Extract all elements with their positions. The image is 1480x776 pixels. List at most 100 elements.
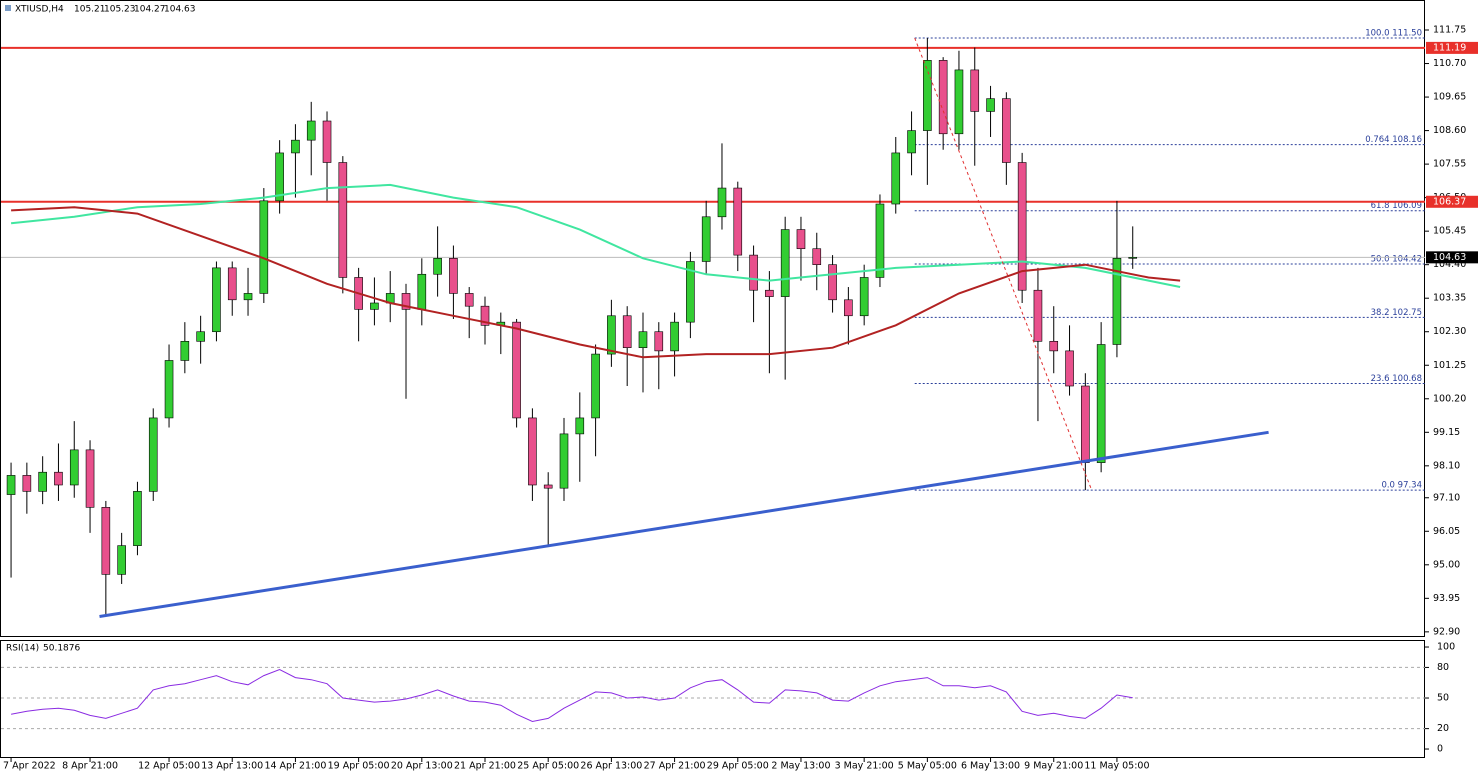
candle-body [954, 69, 964, 135]
rsi-panel-frame [0, 640, 1425, 758]
candle-body [607, 315, 616, 355]
y-tick-label: 97.10 [1433, 492, 1460, 503]
candle-body [38, 471, 47, 492]
y-tick-label: 96.05 [1433, 526, 1460, 537]
candle-body [749, 254, 758, 291]
candle-body [1128, 257, 1138, 259]
rsi-last: 50.1876 [43, 644, 80, 654]
fib-label: 50.0 104.42 [1371, 255, 1422, 265]
candle-body [180, 341, 190, 361]
close-price: 104.63 [164, 5, 196, 15]
x-tick-label: 20 Apr 13:00 [391, 761, 453, 772]
rsi-tick-label: 100 [1437, 642, 1455, 653]
overlay-line [99, 430, 1269, 618]
candle-body [923, 60, 932, 131]
fib-label: 0.0 97.34 [1381, 481, 1422, 491]
rsi-tick-label: 20 [1437, 723, 1449, 734]
candle-body [686, 261, 695, 323]
price-tag [1426, 251, 1478, 264]
fib-label: 61.8 106.09 [1371, 201, 1422, 211]
candle-body [1081, 385, 1090, 463]
candle-body [259, 200, 269, 294]
candle-body [133, 491, 142, 546]
candle-body [464, 293, 474, 307]
candle-body [844, 299, 853, 317]
price-tag-label: 104.63 [1433, 252, 1466, 263]
rsi-tick-label: 50 [1437, 693, 1449, 704]
candle-body [543, 484, 553, 489]
candle-body [512, 321, 521, 419]
y-tick-label: 99.15 [1433, 427, 1460, 438]
candle-body [401, 293, 411, 310]
candle-body [291, 139, 300, 154]
candle-body [701, 216, 711, 262]
x-tick-label: 21 Apr 21:00 [454, 761, 516, 772]
y-tick-label: 108.60 [1433, 125, 1466, 136]
y-tick-label: 105.45 [1433, 226, 1466, 237]
candle-body [970, 69, 980, 112]
candle-body [591, 353, 600, 419]
symbol-icon [5, 5, 11, 11]
candle-body [812, 248, 822, 265]
price-tag-label: 111.19 [1433, 42, 1466, 53]
fib-label: 38.2 102.75 [1371, 308, 1422, 318]
candle-body [164, 360, 174, 419]
candle-body [986, 98, 995, 112]
overlay-line [10, 183, 1181, 288]
candle-body [765, 289, 774, 297]
candle-body [1049, 341, 1059, 352]
rsi-tick-label: 0 [1437, 744, 1443, 755]
y-tick-label: 101.25 [1433, 360, 1466, 371]
y-tick-label: 111.75 [1433, 25, 1466, 36]
rsi-line [11, 668, 1133, 723]
candle-body [275, 152, 284, 202]
candle-body [148, 417, 158, 492]
candle-body [243, 293, 253, 301]
rsi-title: RSI(14) [6, 644, 39, 654]
candle-body [938, 60, 948, 135]
candle-body [1112, 257, 1122, 345]
candle-body [1017, 162, 1027, 291]
overlay-line [914, 37, 1093, 491]
candle-body [85, 449, 95, 508]
y-tick-label: 95.00 [1433, 559, 1460, 570]
candle-body [717, 187, 727, 218]
candle-body [575, 417, 585, 435]
candle-body [891, 152, 901, 205]
candle-body [796, 229, 806, 250]
candle-body [559, 433, 569, 489]
fib-label: 100.0 111.50 [1365, 28, 1422, 38]
x-tick-label: 2 May 13:00 [771, 761, 830, 772]
candle-body [1002, 98, 1011, 163]
candle-body [622, 315, 632, 348]
y-tick-label: 109.65 [1433, 92, 1466, 103]
x-tick-label: 11 May 05:00 [1084, 761, 1149, 772]
candle-body [338, 162, 348, 278]
candle-body [212, 267, 221, 333]
main-panel-frame [0, 0, 1425, 637]
x-tick-label: 3 May 21:00 [835, 761, 894, 772]
candle-body [22, 475, 32, 492]
candle-body [733, 187, 743, 256]
candle-body [907, 130, 916, 154]
x-tick-label: 5 May 05:00 [898, 761, 957, 772]
candle-body [780, 229, 790, 297]
candle-body [875, 203, 885, 278]
x-tick-label: 8 Apr 21:00 [62, 761, 118, 772]
fib-label: 0.764 108.16 [1365, 135, 1422, 145]
candle-body [1033, 289, 1043, 342]
candle-body [370, 302, 379, 310]
candle-body [859, 277, 869, 317]
x-tick-label: 12 Apr 05:00 [138, 761, 200, 772]
candle-body [101, 507, 111, 575]
candle-body [828, 264, 837, 301]
candle-body [117, 545, 126, 575]
fib-label: 23.6 100.68 [1371, 374, 1422, 384]
candle-body [1065, 350, 1074, 387]
rsi-tick-label: 80 [1437, 662, 1449, 673]
candle-body [417, 273, 427, 310]
candle-body [670, 321, 679, 352]
y-tick-label: 107.55 [1433, 159, 1466, 170]
